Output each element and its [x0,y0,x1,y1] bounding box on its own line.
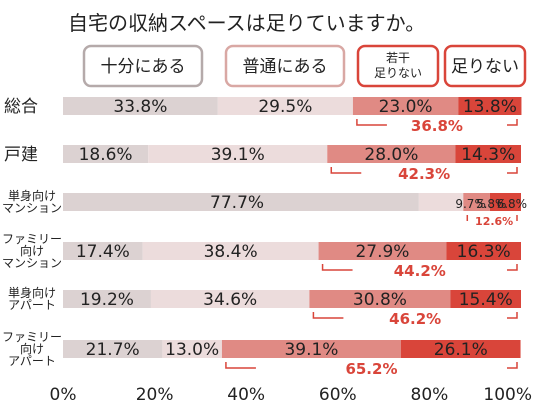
value-label: 28.0% [364,145,418,165]
bar-segment [63,193,419,211]
bar-segment [63,290,151,308]
x-tick-label: 0% [50,385,77,405]
x-tick-label: 100% [483,385,532,405]
bar-segment [150,290,310,308]
value-label: 33.8% [113,97,167,117]
chart-title: 自宅の収納スペースは足りていますか。 [68,11,425,35]
bar-segment [63,145,149,163]
value-label: 39.1% [284,340,338,360]
bar-segment [352,97,459,115]
x-tick-label: 20% [136,385,174,405]
shortage-bracket [312,312,518,319]
shortage-bracket [321,264,518,271]
value-label: 6.8% [497,197,528,211]
row-label: マンション [2,256,62,270]
legend-box-4 [443,44,527,88]
value-label: 14.3% [461,145,515,165]
value-label: 29.5% [258,97,312,117]
x-tick-label: 40% [227,385,265,405]
value-label: 34.6% [203,290,257,310]
bar-segment [162,340,222,358]
bar-segment [309,290,451,308]
value-label: 16.3% [457,242,511,262]
legend-box-2 [224,44,346,88]
value-label: 38.4% [204,242,258,262]
bar-segment [446,242,521,260]
row-label: ファミリー [2,232,62,246]
legend-label-1: 十分にある [101,57,186,77]
bar-segment [217,97,353,115]
value-label: 27.9% [355,242,409,262]
bar-segment [418,193,464,211]
value-label: 15.4% [459,290,513,310]
row-label: アパート [8,298,56,312]
value-label: 9.7% [455,197,486,211]
bar-segment [142,242,319,260]
shortage-total: 65.2% [345,360,397,378]
bar-segment [63,97,218,115]
value-label: 30.8% [353,290,407,310]
row-label: 単身向け [8,285,56,300]
row-label: 向け [20,341,44,356]
shortage-total: 36.8% [411,117,463,135]
legend-label-2: 普通にある [243,57,328,77]
value-label: 18.6% [79,145,133,165]
legend-label-4: 足りない [451,57,519,77]
value-label: 17.4% [76,242,130,262]
bar-segment [327,145,456,163]
row-label: マンション [2,201,62,215]
bar-segment [455,145,521,163]
row-label: ファミリー [2,330,62,344]
legend-box-3 [356,44,440,88]
shortage-total: 12.6% [475,215,513,228]
value-label: 39.1% [211,145,265,165]
bar-segment [63,242,143,260]
bar-segment [221,340,402,358]
shortage-total: 44.2% [394,262,446,280]
value-label: 19.2% [80,290,134,310]
value-label: 77.7% [210,193,264,213]
row-label: 戸建 [4,145,38,165]
value-label: 26.1% [434,340,488,360]
bar-segment [318,242,447,260]
shortage-total: 46.2% [389,310,441,328]
shortage-total: 42.3% [398,165,450,183]
x-axis-ticks: 0% 20% 40% 60% 80% 100% [50,385,532,405]
row-label: 向け [20,243,44,258]
x-tick-label: 60% [319,385,357,405]
bar-segment [63,340,163,358]
legend-label-3: 若干 [386,51,410,65]
row-label: 総合 [4,97,38,117]
bar-segment [450,290,521,308]
legend-box-1 [82,44,204,88]
bar-segment [148,145,328,163]
value-label: 13.0% [165,340,219,360]
shortage-bracket [466,215,518,221]
bar-segment [489,193,521,211]
bar-segment [463,193,490,211]
value-label: 21.7% [86,340,140,360]
value-label: 5.8% [476,197,507,211]
value-label: 13.8% [463,97,517,117]
shortage-bracket [356,119,518,126]
legend-label-3: 足りない [374,66,422,80]
row-label: 単身向け [8,188,56,203]
x-tick-label: 80% [411,385,449,405]
bars-area: 総合 33.8% 29.5% 23.0% 13.8%36.8% 戸建 18.6% 39.1% 2… [2,97,527,378]
bar-segment [401,340,521,358]
value-label: 23.0% [379,97,433,117]
row-label: アパート [8,354,56,368]
shortage-bracket [225,362,518,369]
shortage-bracket [330,167,518,174]
bar-segment [458,97,522,115]
